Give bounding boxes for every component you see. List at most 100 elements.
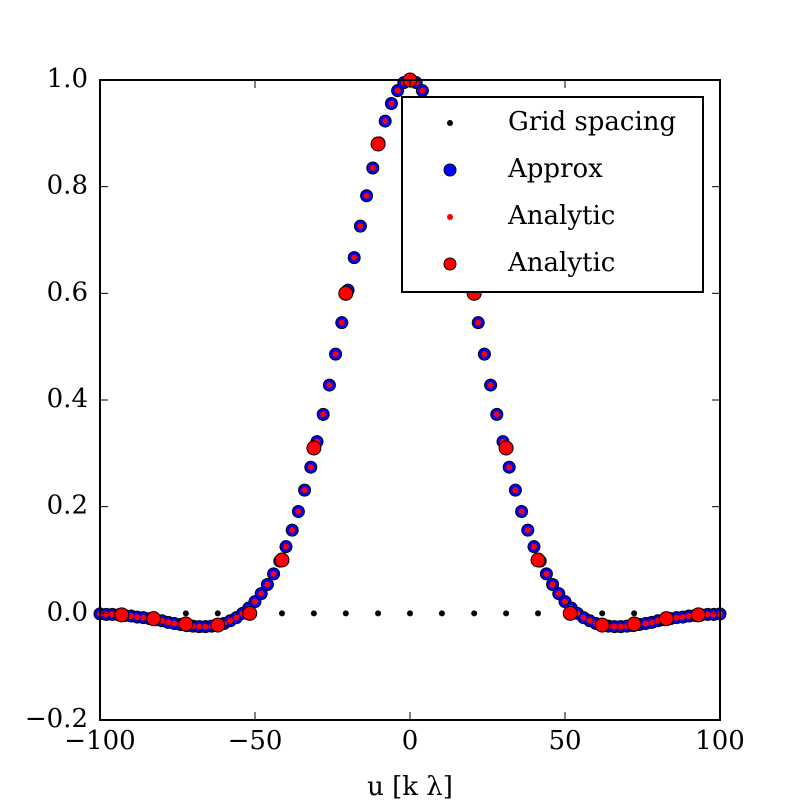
- point-marker: [543, 570, 550, 577]
- legend-label: Analytic: [507, 248, 615, 278]
- y-tick-label: 1.0: [47, 64, 88, 94]
- point-marker: [382, 118, 389, 125]
- point-marker: [518, 508, 525, 515]
- point-marker: [342, 610, 349, 617]
- circle-marker: [626, 616, 642, 632]
- x-axis-label: u [k λ]: [367, 772, 453, 800]
- point-marker: [320, 411, 327, 418]
- point-marker: [165, 619, 172, 626]
- series: [182, 610, 638, 617]
- point-marker: [295, 508, 302, 515]
- point-marker: [475, 319, 482, 326]
- point-marker: [506, 464, 513, 471]
- point-marker: [512, 487, 519, 494]
- y-tick-label: 0.2: [47, 491, 88, 521]
- point-marker: [686, 613, 692, 619]
- point-marker: [270, 570, 277, 577]
- circle-marker: [498, 440, 514, 456]
- y-tick-label: −0.2: [25, 704, 88, 734]
- legend-marker: [443, 163, 457, 177]
- point-marker: [258, 590, 265, 597]
- y-tick-label: 0.0: [47, 597, 88, 627]
- legend-marker: [443, 257, 457, 271]
- circle-marker: [690, 607, 706, 623]
- point-marker: [202, 623, 209, 630]
- point-marker: [617, 623, 624, 630]
- circle-marker: [242, 605, 258, 621]
- point-marker: [375, 610, 382, 617]
- circle-marker: [370, 136, 386, 152]
- point-marker: [487, 382, 494, 389]
- point-marker: [599, 610, 606, 617]
- point-marker: [278, 610, 285, 617]
- point-marker: [338, 319, 345, 326]
- point-marker: [503, 610, 510, 617]
- point-marker: [307, 464, 314, 471]
- point-marker: [710, 611, 717, 618]
- point-marker: [363, 192, 370, 199]
- circle-marker: [306, 440, 322, 456]
- legend-marker: [447, 120, 453, 126]
- x-tick-label: 100: [695, 726, 745, 756]
- point-marker: [109, 611, 116, 618]
- circle-marker: [178, 616, 194, 632]
- point-marker: [438, 610, 445, 617]
- point-marker: [196, 623, 203, 630]
- point-marker: [369, 165, 376, 171]
- point-marker: [555, 590, 562, 597]
- y-tick-label: 0.4: [47, 384, 88, 414]
- circle-marker: [562, 605, 578, 621]
- circle-marker: [146, 611, 162, 627]
- point-marker: [388, 100, 395, 107]
- point-marker: [394, 87, 401, 94]
- point-marker: [704, 611, 711, 618]
- point-marker: [531, 543, 537, 550]
- point-marker: [182, 610, 189, 617]
- x-tick-label: −50: [228, 726, 283, 756]
- point-marker: [233, 614, 240, 621]
- point-marker: [642, 620, 649, 627]
- point-marker: [351, 254, 358, 261]
- legend-label: Grid spacing: [508, 107, 676, 137]
- circle-marker: [210, 617, 226, 633]
- point-marker: [214, 610, 221, 617]
- circle-marker: [530, 552, 546, 568]
- point-marker: [140, 614, 147, 621]
- circle-marker: [274, 552, 290, 568]
- circle-marker: [594, 617, 610, 633]
- x-tick-label: −100: [64, 726, 135, 756]
- y-tick-label: 0.8: [47, 171, 88, 201]
- point-marker: [103, 611, 110, 618]
- legend-marker: [447, 214, 453, 220]
- point-marker: [301, 487, 308, 494]
- point-marker: [264, 581, 271, 588]
- point-marker: [611, 623, 618, 630]
- point-marker: [631, 610, 638, 617]
- point-marker: [128, 613, 134, 619]
- point-marker: [562, 598, 568, 605]
- point-marker: [407, 610, 413, 617]
- point-marker: [673, 614, 680, 621]
- point-marker: [524, 527, 531, 534]
- point-marker: [493, 411, 500, 418]
- point-marker: [586, 617, 593, 624]
- point-marker: [283, 543, 289, 550]
- point-marker: [481, 351, 488, 358]
- point-marker: [252, 598, 258, 605]
- point-marker: [549, 581, 556, 588]
- point-marker: [679, 614, 686, 621]
- y-tick-label: 0.6: [47, 277, 88, 307]
- point-marker: [535, 610, 542, 617]
- point-marker: [227, 617, 234, 624]
- x-tick-label: 50: [548, 726, 581, 756]
- circle-marker: [658, 611, 674, 627]
- circle-marker: [338, 285, 354, 301]
- legend: Grid spacing Approx Analytic Analytic: [401, 96, 704, 293]
- legend-label: Analytic: [507, 201, 615, 231]
- point-marker: [310, 610, 317, 617]
- point-marker: [419, 87, 426, 94]
- point-marker: [471, 610, 478, 617]
- legend-label: Approx: [507, 154, 603, 184]
